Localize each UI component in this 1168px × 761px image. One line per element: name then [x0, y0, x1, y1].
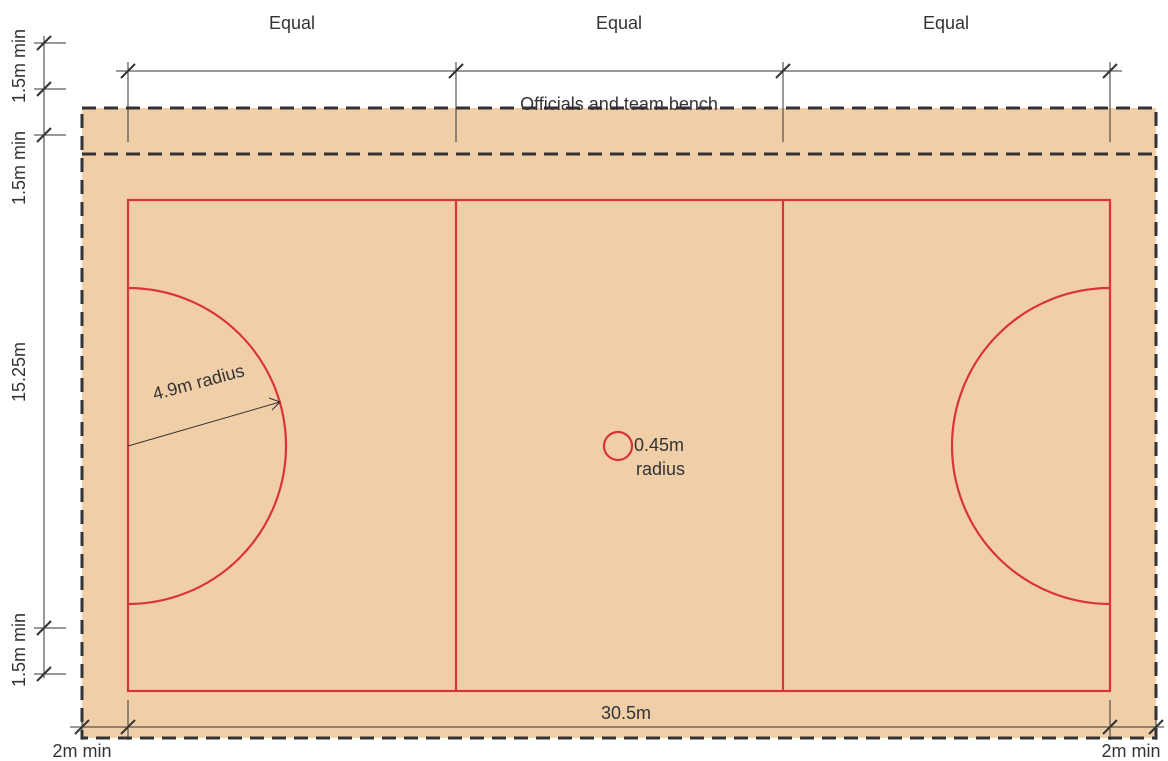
dim-label-right-runoff: 2m min — [1101, 741, 1160, 761]
equal-label-1: Equal — [269, 13, 315, 33]
goal-circle-left — [127, 286, 288, 606]
centre-circle-radius-value: 0.45m — [634, 435, 684, 455]
run-off-area — [82, 108, 1156, 738]
goal-circle-right — [950, 286, 1111, 606]
dim-label-court-width: 15.25m — [9, 342, 29, 402]
left-dimension — [34, 35, 66, 682]
equal-label-2: Equal — [596, 13, 642, 33]
centre-circle-radius-word: radius — [636, 459, 685, 479]
centre-circle — [602, 430, 634, 462]
dim-label-top-runoff: 1.5m min — [9, 131, 29, 205]
bench-label: Officials and team bench — [520, 94, 718, 114]
bottom-dimension — [70, 700, 1164, 740]
dim-label-court-length: 30.5m — [601, 703, 651, 723]
dim-label-bench-depth: 1.5m min — [9, 29, 29, 103]
equal-label-3: Equal — [923, 13, 969, 33]
radius-arrow — [127, 397, 281, 447]
outer-boundary — [80, 106, 1158, 740]
dim-label-left-runoff: 2m min — [52, 741, 111, 761]
top-dimension — [116, 62, 1122, 142]
dim-label-bottom-runoff-1: 1.5m min — [9, 613, 29, 687]
